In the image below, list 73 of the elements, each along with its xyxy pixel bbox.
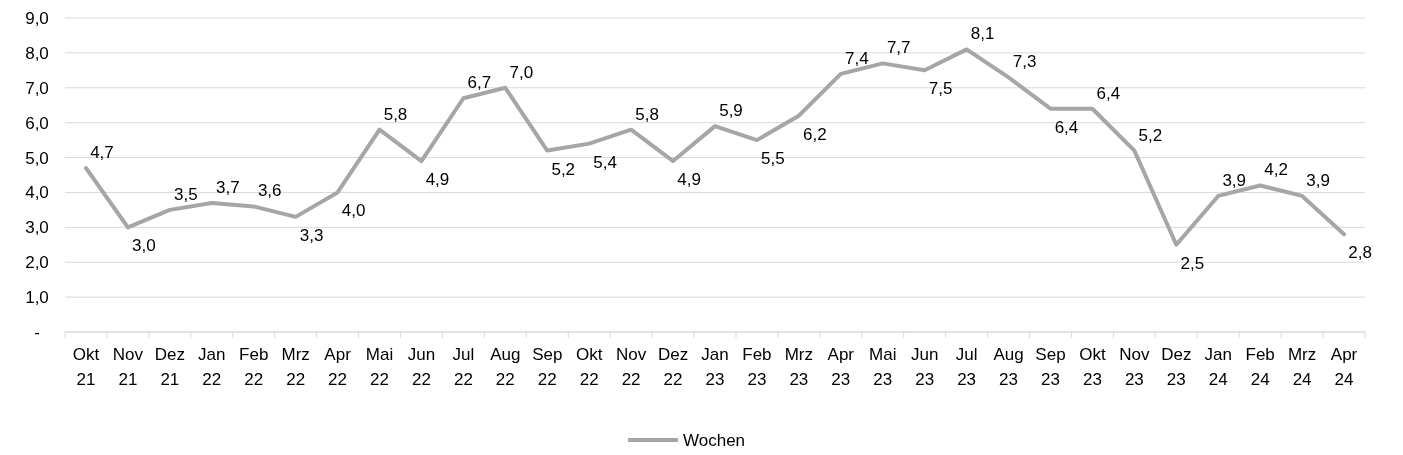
y-tick-label: 2,0 <box>25 253 49 273</box>
x-tick-label: Jan 24 <box>1204 345 1232 389</box>
x-tick-label: Dez 21 <box>154 345 185 389</box>
data-label: 5,2 <box>551 159 576 179</box>
legend-label: Wochen <box>683 431 746 450</box>
data-label: 7,4 <box>844 48 869 68</box>
x-tick-label: Feb 22 <box>239 345 269 389</box>
x-tick-label: Nov 22 <box>616 345 647 389</box>
y-tick-label: 4,0 <box>25 183 49 203</box>
x-tick-label: Mrz 23 <box>784 345 814 389</box>
data-label: 3,6 <box>257 181 282 201</box>
y-tick-label: 7,0 <box>25 78 49 98</box>
x-tick-label: Okt 23 <box>1079 345 1106 389</box>
x-tick-label: Jan 22 <box>198 345 226 389</box>
data-label: 3,3 <box>299 225 324 245</box>
y-tick-label: 6,0 <box>25 113 49 133</box>
x-tick-label: Dez 22 <box>657 345 689 389</box>
x-tick-label: Jun 23 <box>910 345 939 389</box>
data-label: 6,7 <box>467 73 492 93</box>
data-label: 7,5 <box>928 79 953 99</box>
data-label: 3,0 <box>132 236 156 256</box>
x-tick-label: Dez 23 <box>1161 345 1192 389</box>
data-label: 5,5 <box>761 149 785 169</box>
data-label: 2,5 <box>1180 253 1205 273</box>
x-tick-label: Jan 23 <box>701 345 729 389</box>
x-tick-label: Okt 21 <box>72 345 100 389</box>
x-tick-label: Sep 23 <box>1035 345 1066 389</box>
x-tick-label: Jul 23 <box>955 345 978 389</box>
data-label: 4,2 <box>1264 160 1288 180</box>
data-label: 3,7 <box>215 177 240 197</box>
data-label: 7,0 <box>509 62 534 82</box>
x-tick-label: Mai 23 <box>869 345 897 389</box>
data-label: 3,5 <box>174 184 198 204</box>
data-label: 4,0 <box>341 201 366 221</box>
data-label: 3,9 <box>1306 170 1330 190</box>
x-tick-label: Okt 22 <box>575 345 603 389</box>
data-label: 5,4 <box>593 152 618 172</box>
data-label: 5,8 <box>383 104 408 124</box>
data-label: 6,4 <box>1096 83 1121 103</box>
data-label: 6,4 <box>1054 117 1079 137</box>
x-tick-label: Jul 22 <box>452 345 475 389</box>
x-tick-label: Nov 23 <box>1119 345 1150 389</box>
data-label: 5,9 <box>719 101 743 121</box>
data-label: 4,9 <box>425 170 450 190</box>
x-tick-label: Aug 22 <box>490 345 521 389</box>
x-tick-label: Apr 22 <box>324 345 352 389</box>
data-label: 2,8 <box>1348 243 1372 263</box>
x-tick-label: Jun 22 <box>407 345 436 389</box>
y-tick-label: - <box>34 323 40 342</box>
data-label: 5,2 <box>1138 125 1163 145</box>
x-tick-label: Nov 21 <box>112 345 144 389</box>
x-tick-label: Aug 23 <box>993 345 1024 389</box>
y-tick-label: 5,0 <box>25 148 49 168</box>
data-label: 7,3 <box>1012 52 1037 72</box>
data-label: 8,1 <box>970 24 995 44</box>
x-tick-label: Sep 22 <box>532 345 563 389</box>
x-tick-label: Mrz 24 <box>1287 345 1317 389</box>
x-tick-label: Feb 24 <box>1245 345 1275 389</box>
x-tick-label: Apr 23 <box>827 345 855 389</box>
data-label: 4,7 <box>90 143 114 163</box>
x-tick-label: Feb 23 <box>742 345 772 389</box>
data-label: 4,9 <box>677 170 701 190</box>
y-tick-label: 8,0 <box>25 43 49 63</box>
x-tick-label: Apr 24 <box>1330 345 1358 389</box>
data-label: 3,9 <box>1222 170 1247 190</box>
y-tick-label: 3,0 <box>25 218 49 238</box>
y-tick-label: 9,0 <box>25 9 49 28</box>
y-tick-label: 1,0 <box>25 288 49 308</box>
x-tick-label: Mai 22 <box>365 345 394 389</box>
data-label: 5,8 <box>635 104 659 124</box>
data-label: 7,7 <box>886 38 911 58</box>
data-label: 6,2 <box>803 124 827 144</box>
x-tick-label: Mrz 22 <box>281 345 310 389</box>
